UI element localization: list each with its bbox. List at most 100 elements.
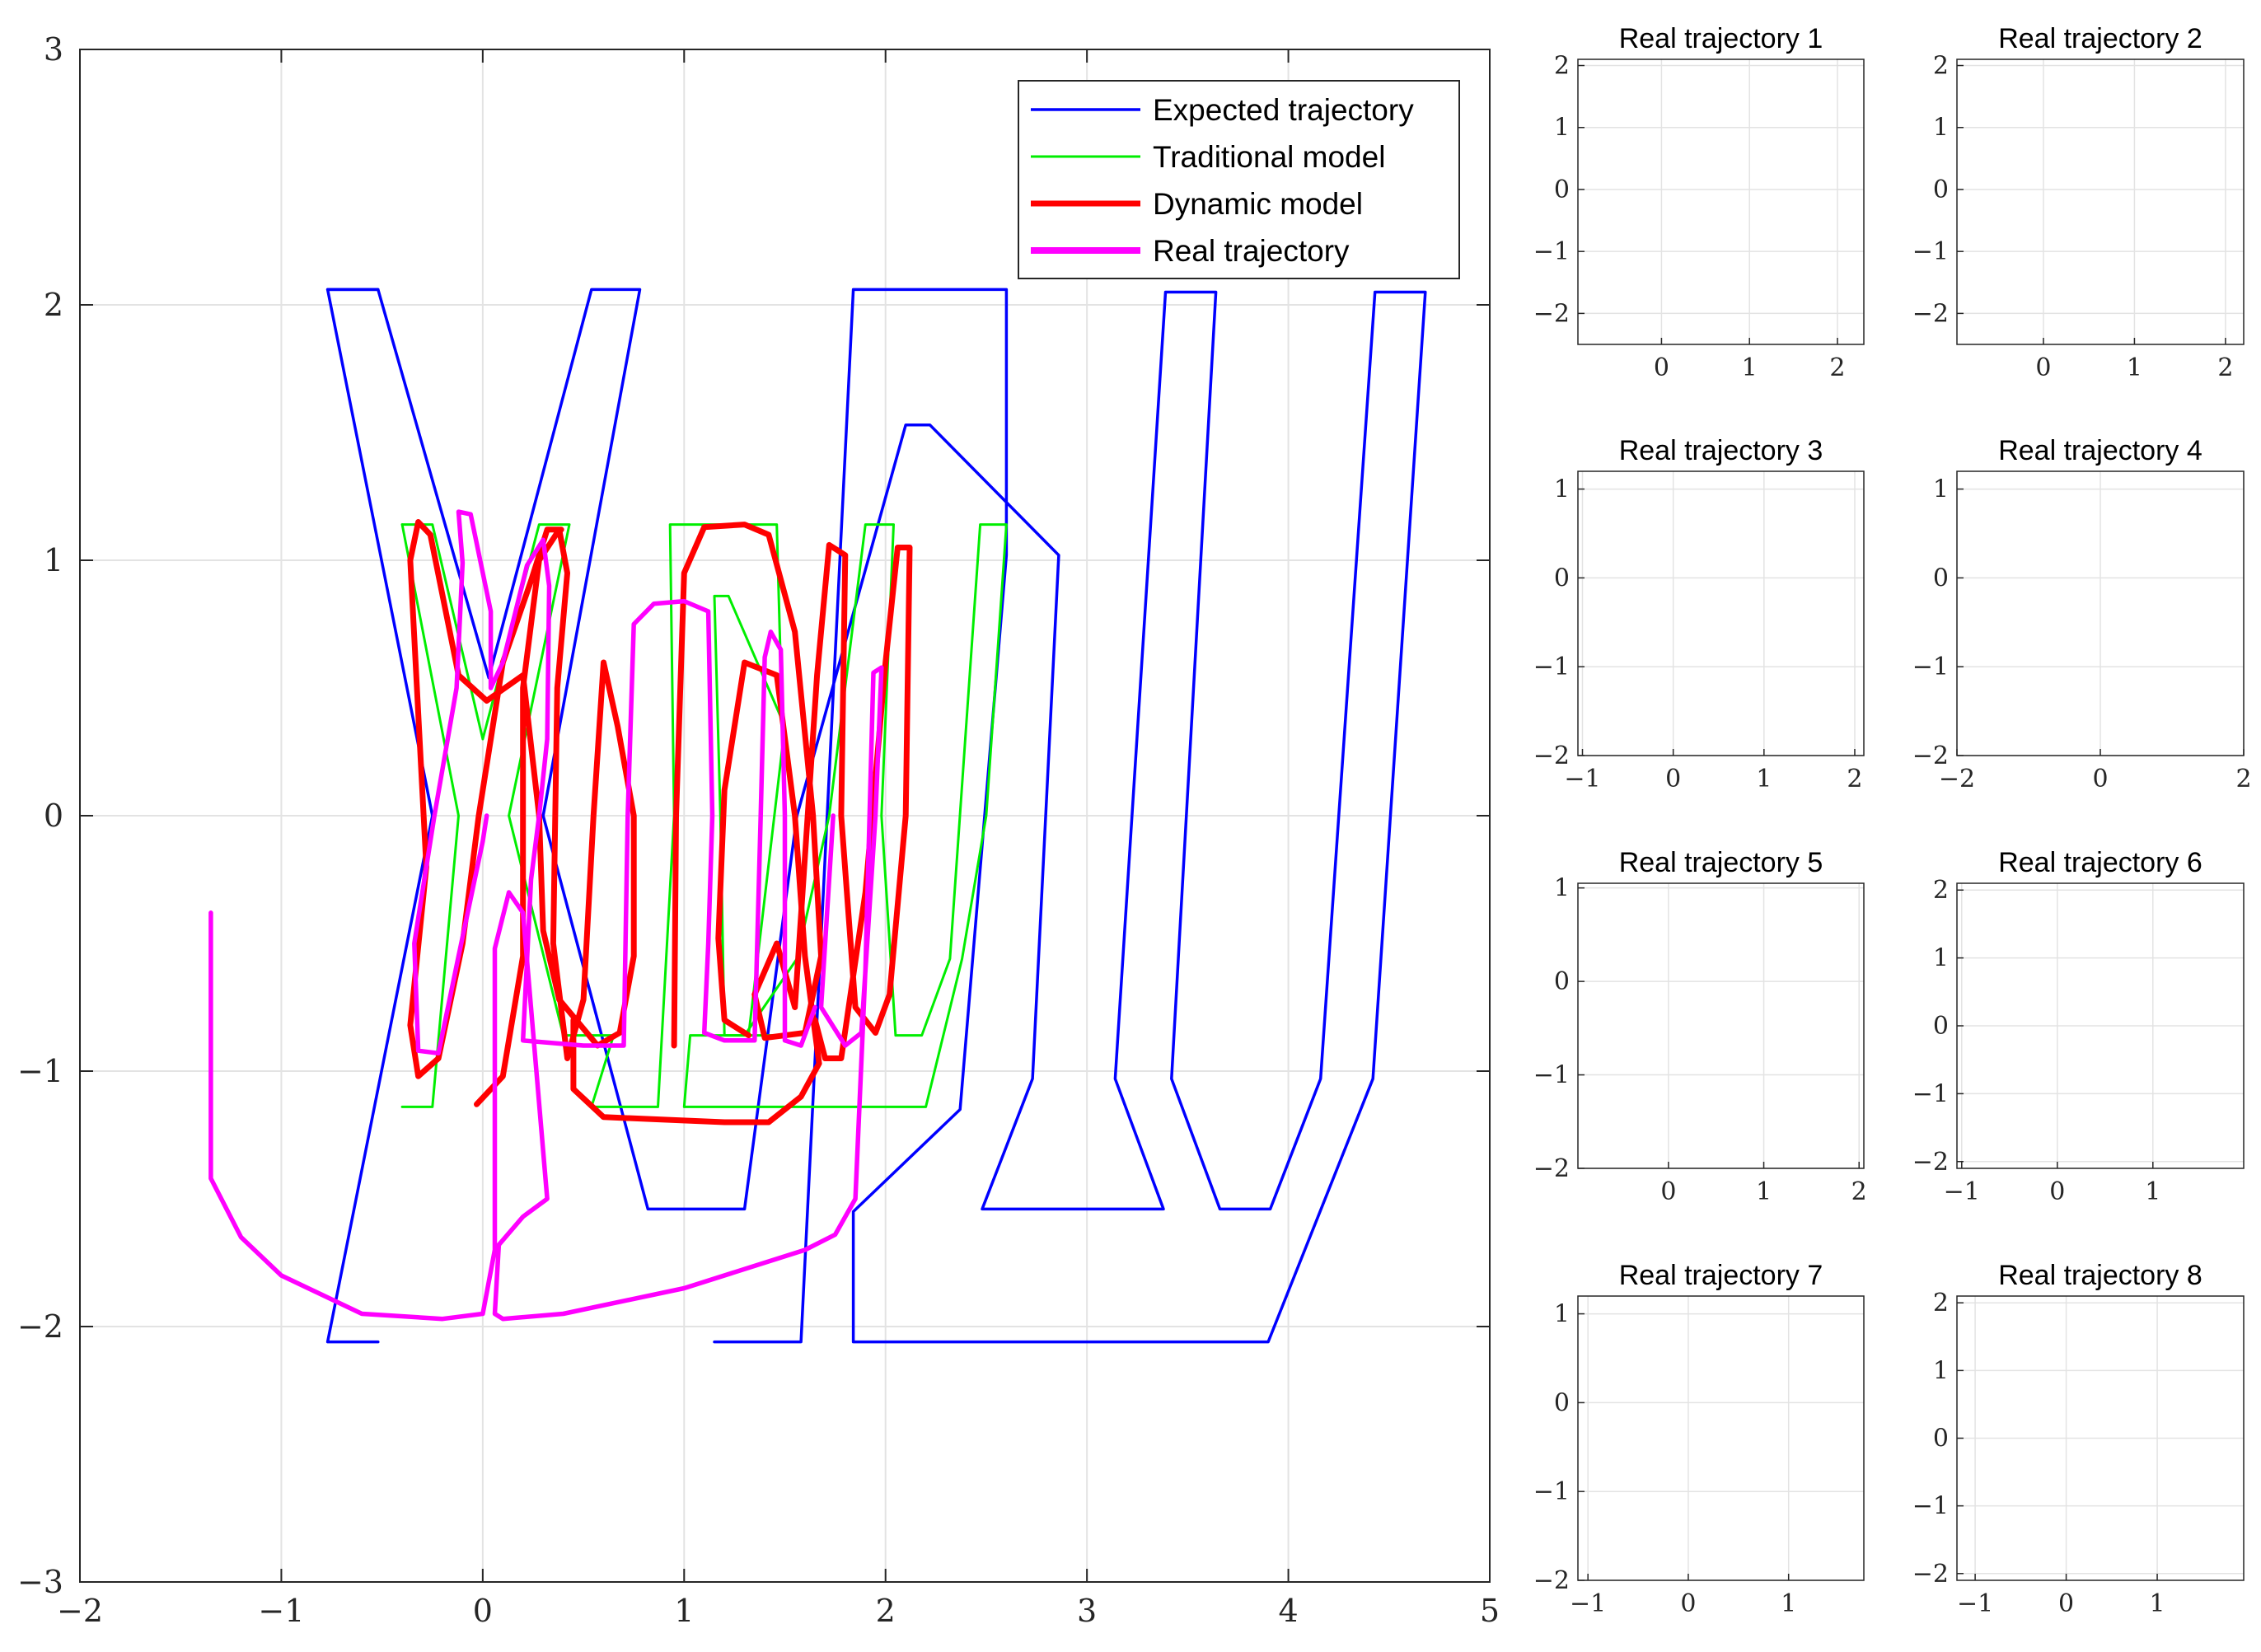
x-tick-label: −2 bbox=[1939, 765, 1975, 793]
y-tick-label: −1 bbox=[1533, 1477, 1570, 1506]
x-tick-label: 1 bbox=[2145, 1177, 2160, 1206]
y-tick-label: 0 bbox=[1554, 564, 1570, 592]
subplot-area bbox=[1578, 1296, 1864, 1580]
subplot-title: Real trajectory 7 bbox=[1619, 1260, 1823, 1291]
x-tick-label: −1 bbox=[258, 1593, 304, 1629]
subplot-axes-box bbox=[1577, 58, 1865, 345]
x-tick-label: 1 bbox=[1742, 353, 1758, 382]
y-tick-label: −1 bbox=[1912, 1492, 1949, 1521]
subplot-axes-box bbox=[1577, 882, 1865, 1169]
series-traditional-model-line bbox=[400, 523, 460, 1108]
x-tick-label: 2 bbox=[2217, 353, 2233, 382]
y-tick-label: −1 bbox=[17, 1053, 63, 1089]
subplot-area bbox=[1578, 59, 1864, 344]
y-tick-label: 1 bbox=[1554, 114, 1570, 143]
subplot-area bbox=[1578, 471, 1864, 756]
x-tick-label: 1 bbox=[2127, 353, 2142, 382]
y-tick-label: −1 bbox=[1533, 653, 1570, 681]
legend-label: Expected trajectory bbox=[1153, 93, 1414, 127]
y-tick-label: 2 bbox=[1933, 876, 1949, 905]
subplot-title: Real trajectory 3 bbox=[1619, 435, 1823, 466]
y-tick-label: 1 bbox=[1933, 1356, 1949, 1385]
subplot-axes-box bbox=[1956, 58, 2245, 345]
y-tick-label: 1 bbox=[1554, 874, 1570, 903]
y-tick-label: −2 bbox=[1533, 1566, 1570, 1595]
y-tick-label: 0 bbox=[1554, 175, 1570, 204]
legend-label: Real trajectory bbox=[1153, 234, 1350, 268]
y-tick-label: 0 bbox=[1933, 1425, 1949, 1453]
y-tick-label: −2 bbox=[1912, 742, 1949, 770]
y-tick-label: 0 bbox=[1933, 1012, 1949, 1041]
x-tick-label: 1 bbox=[674, 1593, 694, 1629]
subplot-title: Real trajectory 1 bbox=[1619, 23, 1823, 54]
y-tick-label: 0 bbox=[1933, 564, 1949, 592]
subplot-8: −1 0 1 −2 −1 0 1 2 Real trajectory 8 bbox=[1912, 1260, 2245, 1618]
x-tick-label: 0 bbox=[473, 1593, 493, 1629]
x-tick-label: 1 bbox=[1781, 1589, 1796, 1618]
subplot-1: 0 1 2 −2 −1 0 1 2 Real trajectory 1 bbox=[1533, 23, 1865, 382]
y-tick-label: 2 bbox=[44, 287, 63, 323]
legend: Expected trajectory Traditional model Dyna… bbox=[1018, 80, 1460, 279]
series-real-trajectory-line bbox=[412, 509, 817, 1056]
x-tick-label: −1 bbox=[1564, 765, 1600, 793]
x-tick-label: 0 bbox=[1660, 1177, 1676, 1206]
subplot-4: −2 0 2 −2 −1 0 1 Real trajectory 4 bbox=[1912, 435, 2252, 793]
y-tick-label: −1 bbox=[1912, 237, 1949, 266]
legend-label: Dynamic model bbox=[1153, 187, 1363, 221]
y-tick-label: 1 bbox=[1554, 1300, 1570, 1329]
y-tick-label: −2 bbox=[1533, 299, 1570, 328]
x-tick-label: 2 bbox=[876, 1593, 896, 1629]
y-tick-label: 0 bbox=[1933, 175, 1949, 204]
x-tick-label: 0 bbox=[1665, 765, 1681, 793]
x-tick-label: 2 bbox=[1829, 353, 1845, 382]
subplot-area bbox=[1578, 883, 1864, 1168]
subplot-title: Real trajectory 4 bbox=[1998, 435, 2202, 466]
series-dynamic-model-line bbox=[671, 522, 913, 1061]
y-tick-label: −2 bbox=[1533, 1154, 1570, 1183]
x-tick-label: 1 bbox=[1756, 1177, 1772, 1206]
series-traditional-model-line bbox=[682, 523, 1008, 1108]
x-tick-label: 0 bbox=[1654, 353, 1669, 382]
subplot-title: Real trajectory 8 bbox=[1998, 1260, 2202, 1291]
x-tick-label: −2 bbox=[57, 1593, 103, 1629]
subplot-title: Real trajectory 5 bbox=[1619, 847, 1823, 878]
x-tick-label: 3 bbox=[1077, 1593, 1097, 1629]
y-tick-label: −1 bbox=[1533, 1061, 1570, 1090]
legend-box bbox=[1018, 80, 1460, 279]
x-tick-label: 2 bbox=[1851, 1177, 1867, 1206]
x-tick-label: 0 bbox=[1680, 1589, 1696, 1618]
x-tick-label: 2 bbox=[2235, 765, 2251, 793]
y-tick-label: 1 bbox=[1933, 114, 1949, 143]
x-tick-label: −1 bbox=[1957, 1589, 1993, 1618]
x-tick-label: 0 bbox=[2092, 765, 2108, 793]
series-expected-trajectory-line bbox=[325, 288, 1427, 1344]
y-tick-label: 2 bbox=[1933, 52, 1949, 81]
subplot-5: 0 1 2 −2 −1 0 1 Real trajectory 5 bbox=[1533, 847, 1867, 1206]
y-tick-label: 1 bbox=[44, 542, 63, 578]
x-tick-label: 2 bbox=[1847, 765, 1862, 793]
y-tick-label: 0 bbox=[44, 798, 63, 834]
subplot-area bbox=[1957, 59, 2244, 344]
x-tick-label: −1 bbox=[1570, 1589, 1606, 1618]
x-tick-label: −1 bbox=[1944, 1177, 1980, 1206]
subplot-title: Real trajectory 6 bbox=[1998, 847, 2202, 878]
y-tick-label: 3 bbox=[44, 31, 63, 68]
y-tick-label: −2 bbox=[1912, 1560, 1949, 1589]
y-tick-label: −2 bbox=[1912, 1148, 1949, 1177]
y-tick-label: 2 bbox=[1554, 52, 1570, 81]
series-layer bbox=[208, 288, 1427, 1344]
series-real-trajectory-line bbox=[208, 665, 884, 1322]
x-tick-label: 1 bbox=[2150, 1589, 2165, 1618]
x-tick-label: 0 bbox=[2049, 1177, 2065, 1206]
y-tick-label: −1 bbox=[1912, 1079, 1949, 1108]
y-tick-label: −1 bbox=[1912, 653, 1949, 681]
subplot-title: Real trajectory 2 bbox=[1998, 23, 2202, 54]
y-tick-label: −1 bbox=[1533, 237, 1570, 266]
x-tick-label: 0 bbox=[2058, 1589, 2074, 1618]
y-tick-label: 1 bbox=[1554, 475, 1570, 504]
series-dynamic-model-line bbox=[407, 519, 637, 1107]
y-tick-label: 1 bbox=[1933, 475, 1949, 504]
